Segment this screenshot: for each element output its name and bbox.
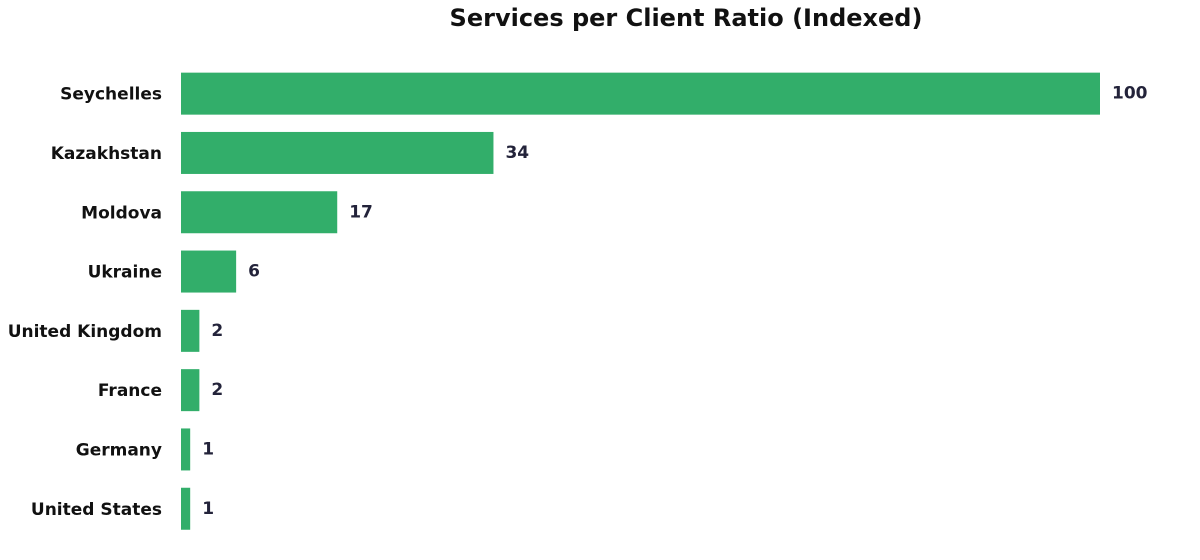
y-tick-label: Seychelles bbox=[60, 85, 162, 105]
value-label: 1 bbox=[202, 439, 214, 459]
bar bbox=[181, 191, 338, 234]
y-tick-label: United States bbox=[31, 500, 162, 520]
bar bbox=[181, 428, 191, 471]
bar bbox=[181, 250, 237, 293]
y-tick-label: France bbox=[98, 381, 162, 401]
y-tick-label: Kazakhstan bbox=[51, 144, 162, 164]
value-label: 2 bbox=[211, 380, 223, 400]
chart-title: Services per Client Ratio (Indexed) bbox=[450, 4, 923, 32]
y-tick-label: Germany bbox=[76, 440, 162, 460]
value-label: 17 bbox=[349, 202, 373, 222]
value-label: 34 bbox=[505, 143, 529, 163]
value-label: 1 bbox=[202, 499, 214, 519]
value-label: 100 bbox=[1112, 84, 1148, 104]
y-tick-label: United Kingdom bbox=[8, 322, 162, 342]
value-label: 2 bbox=[211, 321, 223, 341]
value-label: 6 bbox=[248, 262, 260, 282]
bar bbox=[181, 72, 1100, 115]
bar bbox=[181, 369, 200, 412]
y-tick-label: Ukraine bbox=[88, 263, 162, 283]
bar bbox=[181, 131, 494, 174]
bar bbox=[181, 487, 191, 530]
bar bbox=[181, 309, 200, 352]
y-tick-label: Moldova bbox=[81, 203, 162, 223]
